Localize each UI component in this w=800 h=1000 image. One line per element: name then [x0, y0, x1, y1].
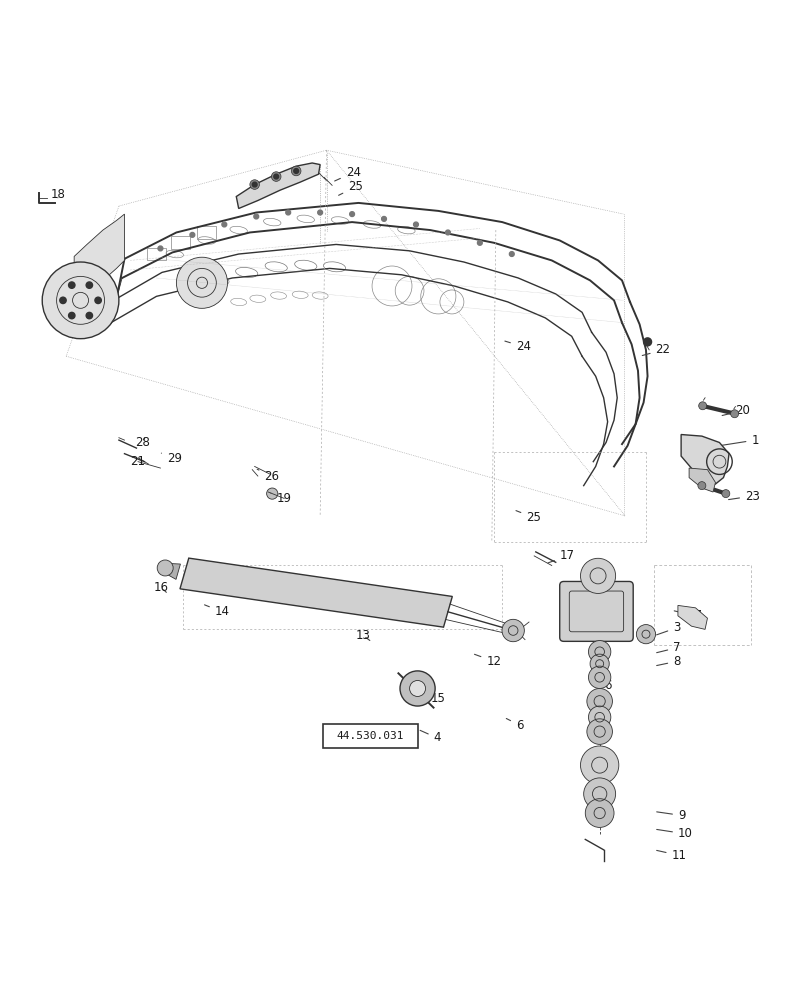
Circle shape: [643, 338, 651, 346]
Text: 5: 5: [572, 580, 591, 593]
Text: 2: 2: [577, 596, 598, 609]
Text: 16: 16: [154, 581, 169, 594]
Text: 44.530.031: 44.530.031: [337, 731, 404, 741]
Polygon shape: [681, 435, 729, 484]
Text: 14: 14: [205, 605, 230, 618]
FancyBboxPatch shape: [560, 581, 633, 641]
Circle shape: [274, 174, 278, 179]
Text: 12: 12: [474, 654, 502, 668]
Circle shape: [584, 778, 616, 810]
Polygon shape: [180, 558, 452, 627]
Bar: [323, 724, 418, 748]
Circle shape: [250, 180, 259, 189]
Circle shape: [586, 799, 614, 827]
Text: 22: 22: [642, 343, 670, 356]
Text: 25: 25: [338, 180, 363, 195]
Circle shape: [254, 214, 258, 219]
Circle shape: [69, 282, 75, 288]
Circle shape: [478, 240, 482, 245]
Text: 18: 18: [50, 188, 65, 201]
Text: 26: 26: [257, 469, 279, 483]
Text: 19: 19: [270, 492, 291, 505]
Polygon shape: [164, 563, 181, 579]
Circle shape: [587, 719, 613, 744]
Bar: [197, 226, 216, 239]
Text: 21: 21: [130, 455, 145, 468]
Polygon shape: [689, 468, 715, 492]
Text: 13: 13: [356, 629, 371, 642]
Circle shape: [266, 488, 278, 499]
Circle shape: [589, 641, 611, 663]
Polygon shape: [678, 605, 707, 629]
Circle shape: [581, 746, 619, 784]
Circle shape: [400, 671, 435, 706]
Circle shape: [722, 490, 730, 498]
Circle shape: [86, 312, 93, 319]
Circle shape: [60, 297, 66, 304]
Text: 25: 25: [516, 511, 541, 524]
Circle shape: [158, 246, 163, 251]
Text: 24: 24: [334, 166, 361, 181]
Circle shape: [286, 210, 290, 215]
Circle shape: [350, 212, 354, 216]
Text: 6: 6: [506, 718, 523, 732]
Circle shape: [252, 182, 257, 187]
Text: 8: 8: [657, 655, 681, 668]
Circle shape: [294, 169, 298, 173]
Polygon shape: [74, 214, 125, 299]
Text: 24: 24: [505, 340, 530, 353]
Text: 1: 1: [722, 434, 759, 447]
Circle shape: [222, 222, 226, 227]
Text: 20: 20: [722, 404, 750, 417]
Circle shape: [589, 666, 611, 688]
Text: 10: 10: [657, 827, 693, 840]
Text: 9: 9: [657, 809, 686, 822]
Circle shape: [698, 482, 706, 490]
Text: 11: 11: [657, 849, 686, 862]
Text: 3: 3: [657, 621, 681, 635]
Circle shape: [502, 619, 524, 642]
Circle shape: [698, 402, 706, 410]
Circle shape: [446, 230, 450, 235]
Circle shape: [291, 166, 301, 176]
Circle shape: [581, 558, 616, 593]
Circle shape: [271, 172, 281, 181]
Bar: [170, 236, 190, 249]
Text: 6: 6: [594, 679, 611, 692]
Text: 27: 27: [674, 609, 702, 622]
Text: 28: 28: [135, 436, 150, 449]
Circle shape: [414, 222, 418, 227]
Circle shape: [589, 706, 611, 728]
Circle shape: [587, 688, 613, 714]
Text: 17: 17: [548, 549, 574, 563]
Circle shape: [95, 297, 102, 304]
Circle shape: [510, 252, 514, 256]
Circle shape: [42, 262, 119, 339]
Circle shape: [410, 680, 426, 696]
Circle shape: [157, 560, 173, 576]
Circle shape: [382, 216, 386, 221]
Text: 15: 15: [418, 691, 446, 705]
Circle shape: [69, 312, 75, 319]
Text: 4: 4: [420, 730, 441, 744]
Bar: [147, 248, 166, 260]
Circle shape: [176, 257, 227, 308]
Circle shape: [190, 232, 194, 237]
Polygon shape: [236, 163, 320, 209]
Circle shape: [730, 410, 738, 418]
Circle shape: [86, 282, 93, 288]
Circle shape: [318, 210, 322, 215]
Text: 7: 7: [657, 641, 681, 654]
Text: 29: 29: [162, 452, 182, 465]
Circle shape: [636, 625, 655, 644]
Text: 23: 23: [729, 490, 760, 503]
Circle shape: [590, 654, 610, 673]
